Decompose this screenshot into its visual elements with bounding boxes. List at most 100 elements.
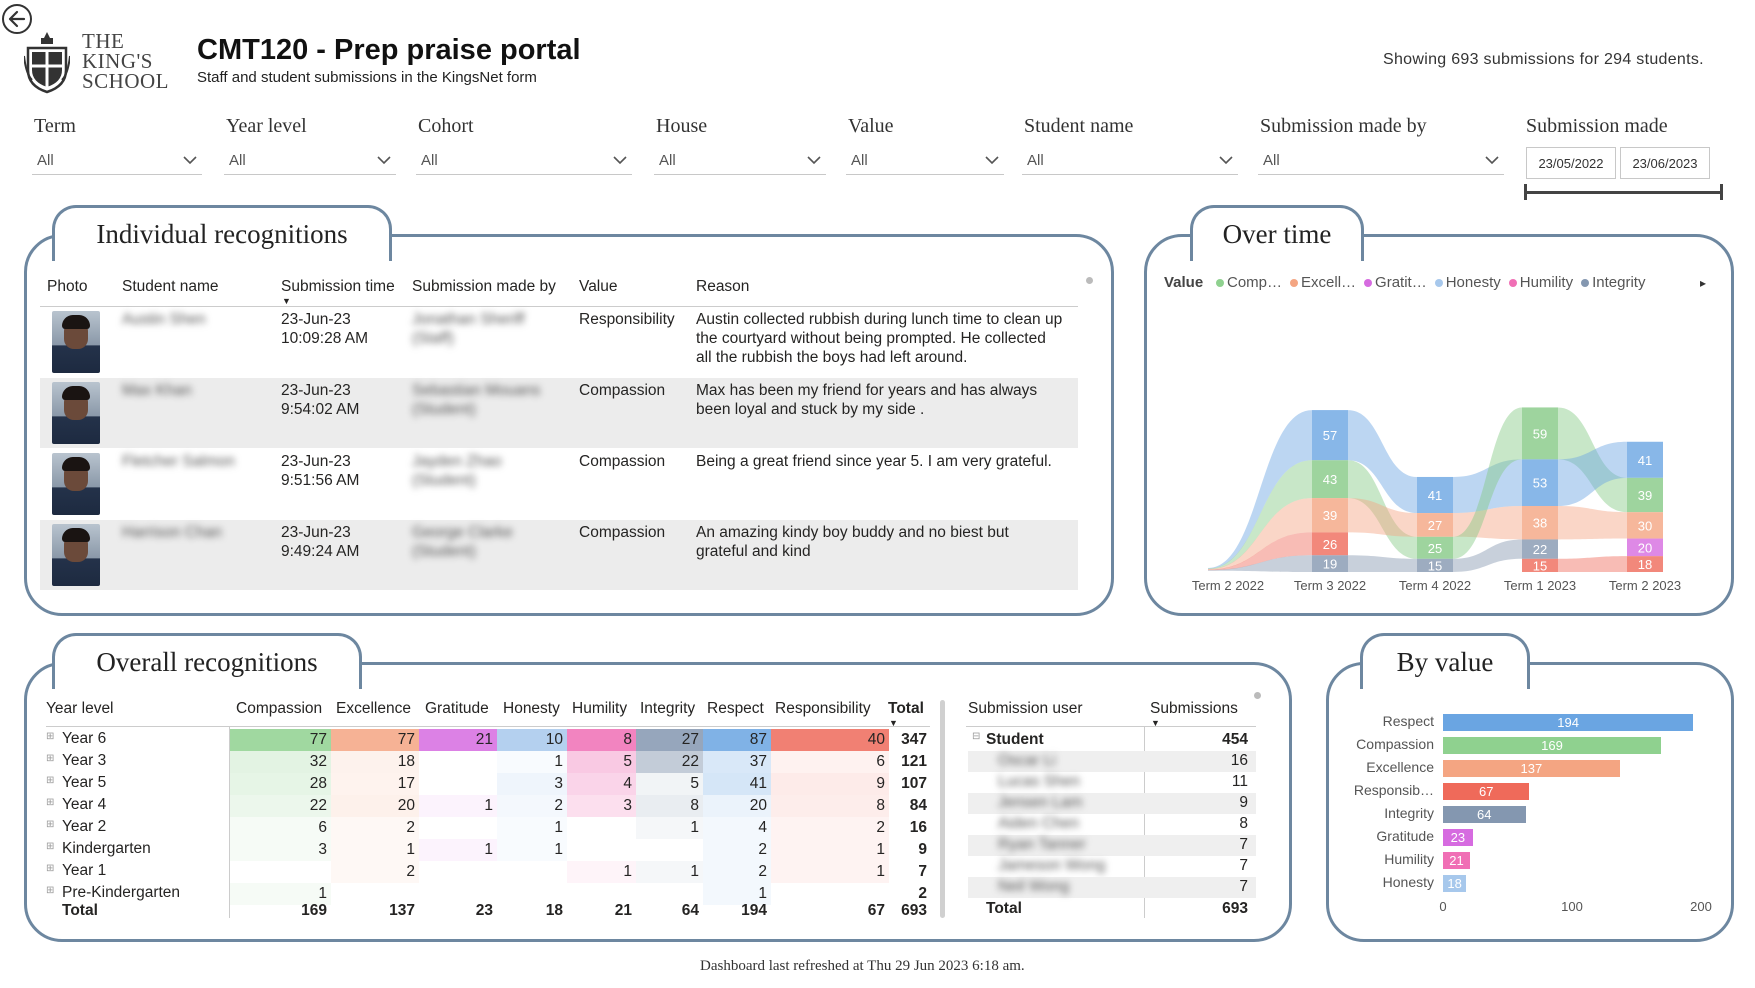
ribbon-band[interactable] — [1453, 506, 1522, 540]
matrix-cell[interactable]: 10 — [497, 729, 567, 751]
matrix-cell[interactable]: 1 — [229, 883, 331, 905]
expand-icon[interactable]: ⊞ — [46, 797, 55, 808]
matrix-cell[interactable]: 8 — [567, 729, 636, 751]
matrix-cell[interactable]: 87 — [703, 729, 771, 751]
matrix-cell[interactable] — [419, 817, 497, 839]
matrix-cell[interactable]: 2 — [703, 861, 771, 883]
matrix-cell[interactable]: 21 — [419, 729, 497, 751]
matrix-cell[interactable]: 22 — [229, 795, 331, 817]
submission-made-by-dropdown[interactable]: All — [1258, 147, 1504, 175]
ribbon-segment[interactable] — [1417, 476, 1453, 514]
table-row[interactable]: Austin Shen 23-Jun-23 10:09:28 AM Jonath… — [40, 307, 1078, 377]
matrix-cell[interactable]: 27 — [636, 729, 703, 751]
matrix-cell[interactable]: 32 — [229, 751, 331, 773]
ribbon-segment[interactable] — [1312, 532, 1348, 556]
matrix-cell[interactable]: 1 — [636, 861, 703, 883]
expand-icon[interactable]: ⊞ — [46, 775, 55, 786]
bar[interactable] — [1443, 852, 1471, 869]
over-time-ribbon-chart[interactable]: 57433926194127251559533822154139302018Te… — [1160, 310, 1720, 600]
matrix-cell[interactable]: 1 — [419, 839, 497, 861]
column-header-excellence[interactable]: Excellence — [336, 700, 411, 717]
ribbon-segment[interactable] — [1522, 539, 1558, 559]
legend-item[interactable]: Honesty — [1434, 274, 1501, 291]
legend-item[interactable]: Excell… — [1290, 274, 1356, 291]
expand-icon[interactable]: ⊞ — [46, 731, 55, 742]
ribbon-band[interactable] — [1558, 407, 1627, 513]
matrix-cell[interactable]: 1 — [703, 883, 771, 905]
scroll-indicator[interactable] — [1254, 692, 1261, 699]
matrix-cell[interactable]: 2 — [331, 861, 419, 883]
matrix-cell[interactable]: 2 — [703, 839, 771, 861]
matrix-cell[interactable]: 1 — [771, 861, 889, 883]
value-dropdown[interactable]: All — [846, 147, 1004, 175]
column-header-total[interactable]: Total — [888, 700, 924, 717]
matrix-cell[interactable]: 1 — [497, 839, 567, 861]
collapse-icon[interactable]: ⊟ — [972, 731, 981, 742]
ribbon-band[interactable] — [1208, 498, 1312, 570]
bar[interactable] — [1443, 829, 1473, 846]
date-start-input[interactable]: 23/05/2022 — [1526, 147, 1616, 179]
ribbon-segment[interactable] — [1627, 441, 1663, 478]
scroll-indicator[interactable] — [1086, 277, 1093, 284]
table-scrollbar[interactable] — [940, 700, 945, 918]
column-header-submission-made-by[interactable]: Submission made by — [412, 278, 556, 295]
matrix-cell[interactable] — [567, 839, 636, 861]
expand-icon[interactable]: ⊞ — [46, 753, 55, 764]
matrix-cell[interactable]: 28 — [229, 773, 331, 795]
bar[interactable] — [1443, 760, 1620, 777]
matrix-cell[interactable]: 77 — [331, 729, 419, 751]
column-header-humility[interactable]: Humility — [572, 700, 628, 717]
matrix-cell[interactable]: 4 — [567, 773, 636, 795]
column-header-gratitude[interactable]: Gratitude — [425, 700, 489, 717]
table-row[interactable]: Oscar Li 16 — [968, 751, 1256, 772]
ribbon-segment[interactable] — [1627, 512, 1663, 539]
matrix-cell[interactable]: 2 — [331, 817, 419, 839]
ribbon-segment[interactable] — [1522, 459, 1558, 506]
matrix-cell[interactable]: 1 — [331, 839, 419, 861]
matrix-cell[interactable] — [567, 817, 636, 839]
column-header-year-level[interactable]: Year level — [46, 700, 114, 717]
ribbon-segment[interactable] — [1312, 555, 1348, 572]
ribbon-segment[interactable] — [1522, 407, 1558, 460]
term-dropdown[interactable]: All — [32, 147, 202, 175]
ribbon-segment[interactable] — [1522, 506, 1558, 540]
matrix-cell[interactable] — [497, 861, 567, 883]
matrix-cell[interactable] — [419, 751, 497, 773]
ribbon-band[interactable] — [1453, 407, 1522, 559]
date-end-input[interactable]: 23/06/2023 — [1620, 147, 1710, 179]
bar[interactable] — [1443, 737, 1661, 754]
date-range-start-handle[interactable] — [1524, 184, 1527, 200]
ribbon-segment[interactable] — [1312, 460, 1348, 499]
ribbon-segment[interactable] — [1627, 556, 1663, 572]
table-row[interactable]: Fletcher Salmon 23-Jun-23 9:51:56 AM Jay… — [40, 449, 1078, 519]
ribbon-band[interactable] — [1208, 410, 1312, 569]
ribbon-segment[interactable] — [1312, 410, 1348, 461]
expand-icon[interactable]: ⊞ — [46, 819, 55, 830]
column-header-responsibility[interactable]: Responsibility — [775, 700, 871, 717]
ribbon-segment[interactable] — [1312, 498, 1348, 533]
matrix-cell[interactable]: 40 — [771, 729, 889, 751]
table-row[interactable]: Lucas Shen 11 — [968, 772, 1256, 793]
matrix-cell[interactable]: 8 — [771, 795, 889, 817]
column-header-integrity[interactable]: Integrity — [640, 700, 696, 717]
matrix-cell[interactable]: 1 — [497, 817, 567, 839]
matrix-cell[interactable]: 22 — [636, 751, 703, 773]
ribbon-band[interactable] — [1558, 506, 1627, 540]
matrix-cell[interactable]: 3 — [229, 839, 331, 861]
ribbon-band[interactable] — [1558, 441, 1627, 506]
ribbon-band[interactable] — [1348, 498, 1417, 537]
table-row[interactable]: Aiden Chen 8 — [968, 814, 1256, 835]
student-name-dropdown[interactable]: All — [1022, 147, 1238, 175]
ribbon-band[interactable] — [1453, 459, 1522, 514]
cohort-dropdown[interactable]: All — [416, 147, 632, 175]
table-row[interactable]: Harrison Chan 23-Jun-23 9:49:24 AM Georg… — [40, 520, 1078, 590]
matrix-cell[interactable] — [636, 839, 703, 861]
expand-icon[interactable]: ⊞ — [46, 863, 55, 874]
table-row[interactable]: Ryan Tanner 7 — [968, 835, 1256, 856]
matrix-cell[interactable]: 8 — [636, 795, 703, 817]
column-header-value[interactable]: Value — [579, 278, 618, 295]
matrix-cell[interactable] — [419, 773, 497, 795]
matrix-cell[interactable]: 5 — [636, 773, 703, 795]
column-header-student-name[interactable]: Student name — [122, 278, 219, 295]
table-row[interactable]: Jameson Wong 7 — [968, 856, 1256, 877]
